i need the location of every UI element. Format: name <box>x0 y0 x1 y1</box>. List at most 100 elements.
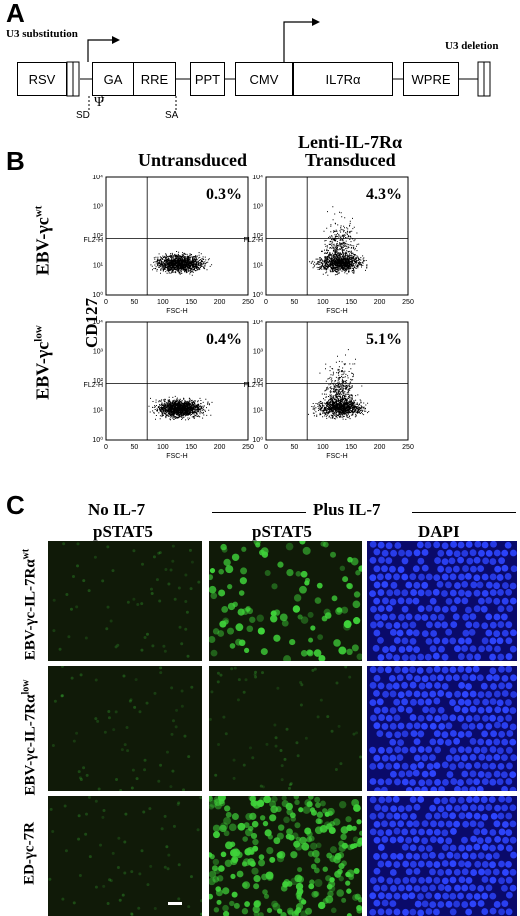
col-dapi: DAPI <box>418 522 460 541</box>
x-tick-label: 150 <box>185 444 197 451</box>
x-axis-label: FSC-H <box>166 308 187 315</box>
y-tick-label: 10⁴ <box>252 175 263 181</box>
x-axis-label: FSC-H <box>166 453 187 460</box>
percentage-label: 0.3% <box>206 186 242 203</box>
x-tick-label: 200 <box>214 299 226 306</box>
row-c3-label: ED-γc-7R <box>21 822 38 885</box>
col-pstat5-b: pSTAT5 <box>252 522 312 541</box>
element-il7ra: IL7Rα <box>293 62 393 96</box>
x-tick-label: 150 <box>185 299 197 306</box>
micrograph-r1-c1 <box>48 541 202 661</box>
y-tick-label: 10⁰ <box>252 436 263 444</box>
micrograph-r2-c3 <box>367 666 517 791</box>
percentage-label: 0.4% <box>206 331 242 348</box>
y-axis-label: FL2-H <box>244 382 263 389</box>
x-axis-label: FSC-H <box>326 453 347 460</box>
percentage-label: 4.3% <box>366 186 402 203</box>
panel-b-letter: B <box>6 146 25 176</box>
x-tick-label: 100 <box>317 299 329 306</box>
element-cmv: CMV <box>235 62 293 96</box>
y-tick-label: 10¹ <box>253 263 264 270</box>
event-dots <box>150 251 213 276</box>
x-tick-label: 250 <box>402 444 414 451</box>
x-tick-label: 250 <box>242 299 254 306</box>
plus-il7-line-right <box>412 512 516 513</box>
x-tick-label: 100 <box>157 444 169 451</box>
y-tick-label: 10¹ <box>93 408 104 415</box>
y-axis-label: FL2-H <box>84 237 103 244</box>
micrograph-r3-c3 <box>367 796 517 916</box>
row-c2-label: EBV-γc-IL-7Rαlow <box>20 679 39 796</box>
event-dots <box>309 206 368 276</box>
scale-bar <box>168 902 182 905</box>
micrograph-r3-c2 <box>209 796 362 916</box>
row-ebv-low-label: EBV-γclow <box>32 325 53 400</box>
x-tick-label: 0 <box>104 299 108 306</box>
row-c1-label: EBV-γc-IL-7Rαwt <box>20 548 39 661</box>
sa-label: SA <box>165 110 179 121</box>
y-tick-label: 10³ <box>253 349 264 356</box>
y-tick-label: 10³ <box>253 204 264 211</box>
y-tick-label: 10² <box>253 233 264 240</box>
micrograph-r1-c3 <box>367 541 517 661</box>
y-tick-label: 10⁰ <box>92 291 103 299</box>
micrograph-r2-c2 <box>209 666 362 791</box>
element-ppt: PPT <box>190 62 225 96</box>
no-il7-label: No IL-7 <box>88 500 146 519</box>
col-untransduced: Untransduced <box>138 150 248 170</box>
promoter-arrow-1 <box>87 39 112 62</box>
y-tick-label: 10² <box>93 233 104 240</box>
panel-c-letter: C <box>6 490 25 520</box>
event-dots <box>308 349 370 420</box>
x-tick-label: 50 <box>291 299 299 306</box>
flow-plot-4: 0 50 100 150 200 250 FSC-H 10⁰ 10¹ 10² 10³ 10⁴ FL2-H… <box>244 320 414 460</box>
u3-deletion-label: U3 deletion <box>445 40 499 52</box>
x-tick-label: 100 <box>157 299 169 306</box>
x-tick-label: 0 <box>264 444 268 451</box>
psi-label: Ψ <box>94 95 105 110</box>
x-tick-label: 250 <box>242 444 254 451</box>
promoter-arrow-2 <box>283 21 312 62</box>
flow-plot-1: 0 50 100 150 200 250 FSC-H 10⁰ 10¹ 10² 10³ 10⁴ FL2-H… <box>84 175 254 315</box>
y-tick-label: 10⁰ <box>252 291 263 299</box>
x-tick-label: 50 <box>131 299 139 306</box>
row-ebv-wt-label: EBV-γcwt <box>32 205 53 276</box>
y-tick-label: 10³ <box>93 204 104 211</box>
u3-substitution-label: U3 substitution <box>6 28 78 40</box>
y-tick-label: 10¹ <box>253 408 264 415</box>
y-tick-label: 10² <box>253 378 264 385</box>
y-tick-label: 10² <box>93 378 104 385</box>
x-tick-label: 250 <box>402 299 414 306</box>
element-rsv: RSV <box>17 62 67 96</box>
x-tick-label: 200 <box>374 299 386 306</box>
panel-a-letter: A <box>6 0 25 28</box>
element-wpre: WPRE <box>403 62 459 96</box>
y-axis-label: FL2-H <box>244 237 263 244</box>
event-dots <box>148 395 213 421</box>
element-rre: RRE <box>133 62 176 96</box>
x-tick-label: 200 <box>374 444 386 451</box>
y-tick-label: 10⁰ <box>92 436 103 444</box>
y-axis-label: FL2-H <box>84 382 103 389</box>
x-tick-label: 50 <box>291 444 299 451</box>
x-axis-label: FSC-H <box>326 308 347 315</box>
plus-il7-line-left <box>212 512 306 513</box>
x-tick-label: 0 <box>104 444 108 451</box>
x-tick-label: 150 <box>345 444 357 451</box>
flow-plot-3: 0 50 100 150 200 250 FSC-H 10⁰ 10¹ 10² 10³ 10⁴ FL2-H… <box>84 320 254 460</box>
x-tick-label: 200 <box>214 444 226 451</box>
y-tick-label: 10⁴ <box>252 320 263 326</box>
y-tick-label: 10⁴ <box>92 175 103 181</box>
percentage-label: 5.1% <box>366 331 402 348</box>
y-tick-label: 10³ <box>93 349 104 356</box>
x-tick-label: 150 <box>345 299 357 306</box>
flow-plot-2: 0 50 100 150 200 250 FSC-H 10⁰ 10¹ 10² 10³ 10⁴ FL2-H… <box>244 175 414 315</box>
micrograph-r2-c1 <box>48 666 202 791</box>
x-tick-label: 100 <box>317 444 329 451</box>
plus-il7-label: Plus IL-7 <box>313 500 381 519</box>
micrograph-r1-c2 <box>209 541 362 661</box>
sd-label: SD <box>76 110 90 121</box>
x-tick-label: 0 <box>264 299 268 306</box>
col-lenti-line2: Transduced <box>305 150 396 170</box>
col-lenti-line1: Lenti-IL-7Rα <box>298 132 403 152</box>
